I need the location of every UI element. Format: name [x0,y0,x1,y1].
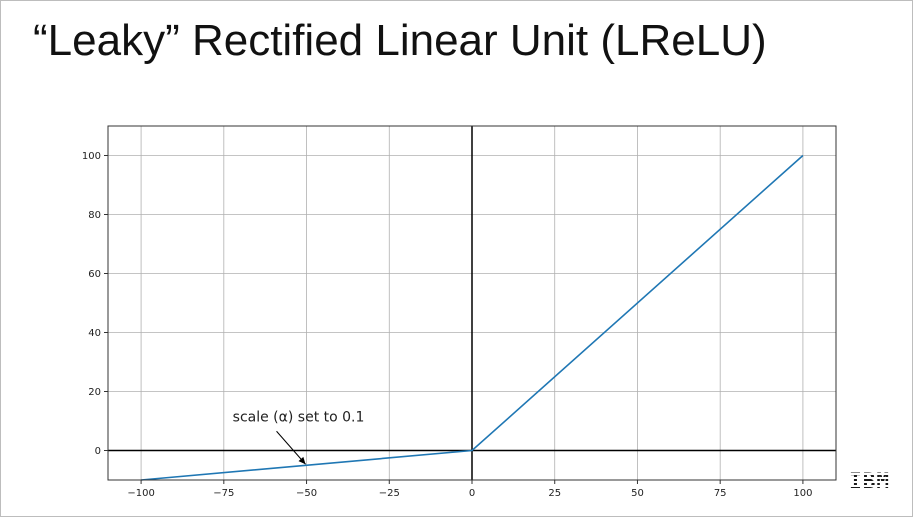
x-tick-label: 0 [469,488,475,499]
x-tick-label: −100 [127,488,154,499]
annotation-arrow-head [298,456,306,465]
annotation-label: scale (α) set to 0.1 [233,409,365,425]
y-tick-label: 20 [88,387,101,398]
y-tick-label: 40 [88,328,101,339]
y-tick-label: 100 [82,151,101,162]
annotation-layer: scale (α) set to 0.1 [233,409,365,465]
x-tick-label: −50 [296,488,317,499]
x-tick-label: 100 [793,488,812,499]
y-tick-label: 0 [95,446,101,457]
ibm-logo: IBM [849,469,890,493]
x-tick-label: −25 [379,488,400,499]
annotation-arrow-shaft [276,430,306,465]
lrelu-line [141,154,804,481]
x-tick-label: 50 [631,488,644,499]
tick-layer: −100 −75 −50 −25 0 25 50 75 100 0 20 40 60 80 100 [82,151,813,499]
y-tick-label: 60 [88,269,101,280]
x-tick-label: 25 [548,488,561,499]
slide-title: “Leaky” Rectified Linear Unit (LReLU) [33,16,767,65]
x-tick-label: 75 [714,488,727,499]
series-layer [141,154,804,481]
x-tick-label: −75 [213,488,234,499]
zero-axis-lines [108,126,836,480]
y-tick-label: 80 [88,210,101,221]
